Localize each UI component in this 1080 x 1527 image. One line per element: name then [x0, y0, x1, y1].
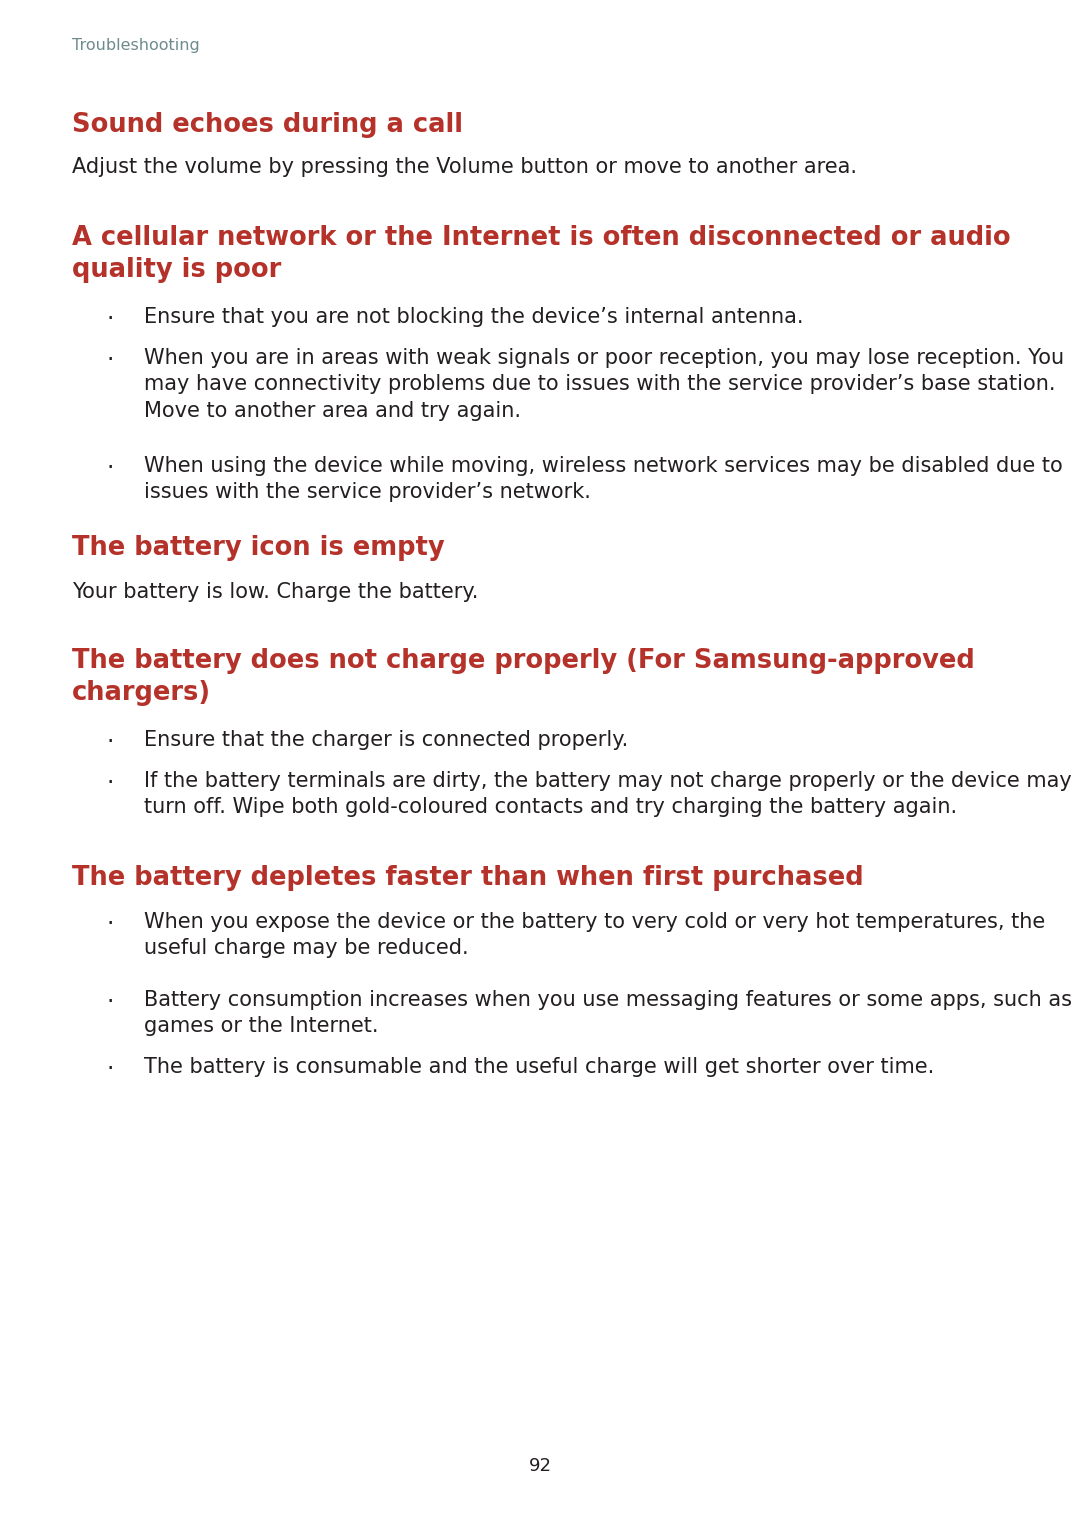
Text: The battery depletes faster than when first purchased: The battery depletes faster than when fi…	[72, 864, 864, 890]
Text: When you expose the device or the battery to very cold or very hot temperatures,: When you expose the device or the batter…	[144, 912, 1045, 959]
Text: Battery consumption increases when you use messaging features or some apps, such: Battery consumption increases when you u…	[144, 989, 1072, 1037]
Text: ·: ·	[106, 771, 113, 796]
Text: Troubleshooting: Troubleshooting	[72, 38, 200, 53]
Text: The battery icon is empty: The battery icon is empty	[72, 534, 445, 560]
Text: Adjust the volume by pressing the Volume button or move to another area.: Adjust the volume by pressing the Volume…	[72, 157, 858, 177]
Text: Ensure that you are not blocking the device’s internal antenna.: Ensure that you are not blocking the dev…	[144, 307, 804, 327]
Text: Ensure that the charger is connected properly.: Ensure that the charger is connected pro…	[144, 730, 629, 750]
Text: ·: ·	[106, 912, 113, 936]
Text: ·: ·	[106, 307, 113, 331]
Text: When using the device while moving, wireless network services may be disabled du: When using the device while moving, wire…	[144, 457, 1063, 502]
Text: ·: ·	[106, 989, 113, 1014]
Text: Sound echoes during a call: Sound echoes during a call	[72, 111, 463, 137]
Text: The battery is consumable and the useful charge will get shorter over time.: The battery is consumable and the useful…	[144, 1057, 934, 1077]
Text: The battery does not charge properly (For Samsung-approved
chargers): The battery does not charge properly (Fo…	[72, 647, 975, 705]
Text: 92: 92	[528, 1457, 552, 1475]
Text: Your battery is low. Charge the battery.: Your battery is low. Charge the battery.	[72, 582, 478, 602]
Text: A cellular network or the Internet is often disconnected or audio
quality is poo: A cellular network or the Internet is of…	[72, 224, 1011, 282]
Text: ·: ·	[106, 1057, 113, 1081]
Text: ·: ·	[106, 457, 113, 479]
Text: ·: ·	[106, 730, 113, 754]
Text: ·: ·	[106, 348, 113, 373]
Text: When you are in areas with weak signals or poor reception, you may lose receptio: When you are in areas with weak signals …	[144, 348, 1064, 421]
Text: If the battery terminals are dirty, the battery may not charge properly or the d: If the battery terminals are dirty, the …	[144, 771, 1071, 817]
